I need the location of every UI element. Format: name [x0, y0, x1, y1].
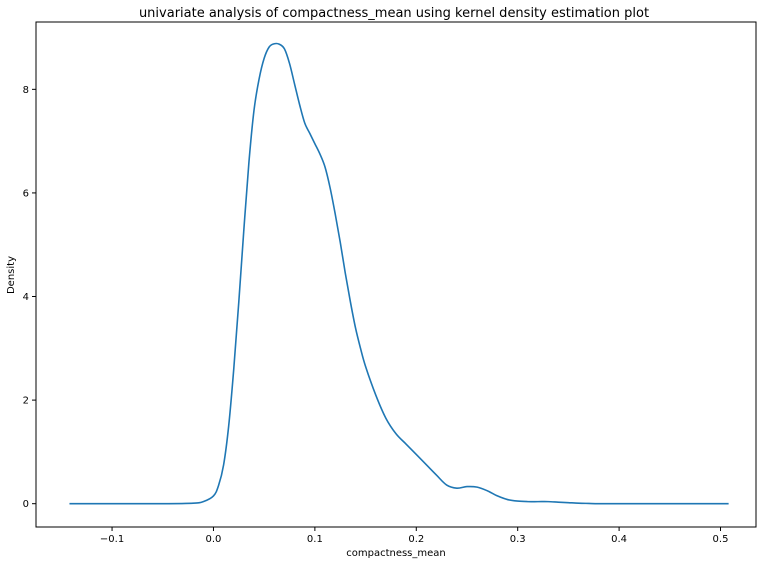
- y-tick-label: 0: [23, 499, 29, 510]
- x-tick-label: 0.2: [408, 534, 424, 545]
- x-tick-label: 0.5: [713, 534, 729, 545]
- x-axis-label: compactness_mean: [346, 548, 446, 559]
- x-tick-label: 0.4: [611, 534, 627, 545]
- y-tick-label: 2: [23, 396, 29, 407]
- plot-area: [35, 21, 757, 528]
- x-tick-label: −0.1: [100, 534, 124, 545]
- x-axis: −0.1 0.0 0.1 0.2 0.3 0.4 0.5: [100, 527, 729, 545]
- y-axis: 0 2 4 6 8: [23, 85, 36, 510]
- x-tick-label: 0.0: [206, 534, 222, 545]
- x-tick-label: 0.3: [510, 534, 526, 545]
- y-tick-label: 6: [23, 188, 29, 199]
- x-tick-label: 0.1: [307, 534, 323, 545]
- chart-title: univariate analysis of compactness_mean …: [139, 6, 649, 21]
- y-tick-label: 8: [23, 85, 29, 96]
- density-line: [69, 42, 729, 505]
- y-tick-label: 4: [23, 292, 29, 303]
- y-axis-label: Density: [6, 256, 17, 294]
